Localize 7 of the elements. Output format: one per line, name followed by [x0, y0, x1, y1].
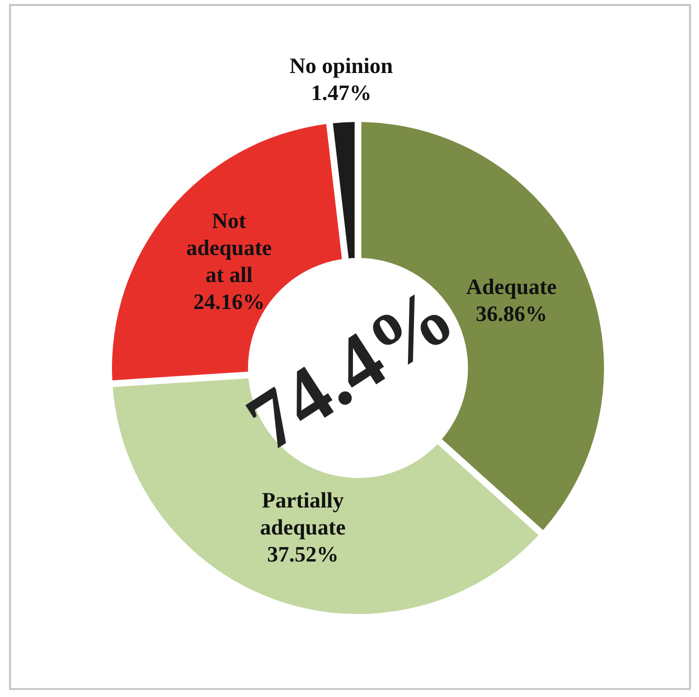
- data-label: 36.86%: [476, 301, 548, 326]
- data-label: 1.47%: [310, 80, 372, 105]
- data-label: 37.52%: [267, 542, 339, 567]
- slice-label: Adequate: [466, 274, 557, 300]
- slice-label: No opinion: [290, 52, 393, 78]
- slice-label: Not adequate at all: [186, 208, 272, 287]
- slice-label: Partially adequate: [260, 488, 346, 540]
